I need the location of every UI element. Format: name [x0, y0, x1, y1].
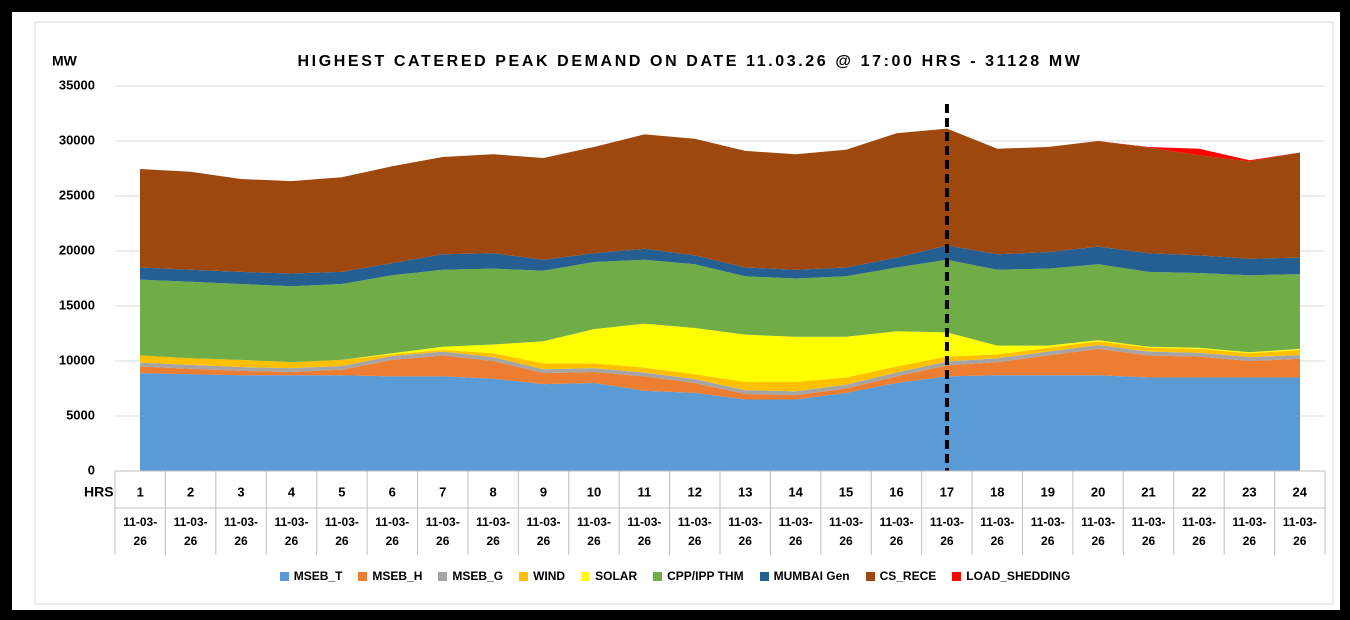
legend-label: MUMBAI Gen	[773, 569, 850, 583]
area	[140, 345, 1300, 396]
area	[140, 245, 1300, 287]
x-tick-label: 20	[1091, 484, 1105, 499]
legend-item: CS_RECE	[865, 569, 937, 583]
date-label: 11-03-26	[476, 515, 511, 548]
chart-title: HIGHEST CATERED PEAK DEMAND ON DATE 11.0…	[298, 53, 1083, 70]
x-tick-label: 4	[288, 484, 296, 499]
area	[140, 259, 1300, 363]
legend-item: SOLAR	[581, 569, 637, 583]
date-label: 11-03-26	[425, 515, 460, 548]
date-label: 11-03-26	[980, 515, 1015, 548]
legend-swatch	[759, 571, 769, 581]
y-tick-label: 10000	[59, 352, 95, 367]
legend-label: MSEB_G	[452, 569, 504, 583]
date-label: 11-03-26	[1232, 515, 1267, 548]
y-axis-label: MW	[52, 53, 78, 69]
legend: MSEB_T MSEB_H MSEB_G WIND SOLAR CPP/IPP THM MU…	[0, 569, 1350, 583]
legend-item: MSEB_G	[438, 569, 503, 583]
x-tick-label: 22	[1192, 484, 1206, 499]
x-tick-label: 17	[940, 484, 954, 499]
legend-label: SOLAR	[595, 569, 638, 583]
date-label: 11-03-26	[1081, 515, 1116, 548]
legend-item: WIND	[519, 569, 565, 583]
x-axis-label: HRS	[84, 484, 114, 500]
legend-swatch	[581, 571, 591, 581]
legend-label: CS_RECE	[879, 569, 937, 583]
y-tick-label: 5000	[66, 407, 95, 422]
date-label: 11-03-26	[1181, 515, 1216, 548]
x-tick-label: 14	[788, 484, 803, 499]
y-tick-label: 0	[88, 462, 95, 477]
legend-swatch	[952, 571, 962, 581]
date-label: 11-03-26	[879, 515, 914, 548]
y-tick-label: 20000	[59, 242, 95, 257]
x-tick-label: 23	[1242, 484, 1256, 499]
legend-label: WIND	[533, 569, 566, 583]
legend-swatch	[358, 571, 368, 581]
legend-label: MSEB_H	[372, 569, 423, 583]
y-tick-label: 35000	[59, 77, 95, 92]
legend-swatch	[653, 571, 663, 581]
y-tick-label: 30000	[59, 132, 95, 147]
x-tick-label: 6	[389, 484, 396, 499]
date-label: 11-03-26	[1131, 515, 1166, 548]
legend-item: CPP/IPP THM	[653, 569, 744, 583]
legend-swatch	[279, 571, 289, 581]
area	[140, 323, 1300, 382]
date-label: 11-03-26	[576, 515, 611, 548]
date-label: 11-03-26	[173, 515, 208, 548]
y-tick-label: 25000	[59, 187, 95, 202]
x-tick-label: 10	[587, 484, 601, 499]
date-label: 11-03-26	[224, 515, 259, 548]
area	[140, 373, 1300, 471]
date-label: 11-03-26	[375, 515, 410, 548]
x-tick-label: 24	[1293, 484, 1308, 499]
chart-border	[34, 21, 1334, 605]
legend-swatch	[438, 571, 448, 581]
x-tick-label: 5	[338, 484, 345, 499]
area	[140, 348, 1300, 400]
x-tick-label: 15	[839, 484, 853, 499]
legend-label: LOAD_SHEDDING	[966, 569, 1071, 583]
x-tick-label: 9	[540, 484, 547, 499]
x-tick-label: 11	[638, 484, 652, 499]
x-tick-label: 13	[738, 484, 752, 499]
legend-item: MSEB_H	[358, 569, 422, 583]
x-tick-label: 1	[137, 484, 144, 499]
x-tick-label: 18	[990, 484, 1004, 499]
legend-label: CPP/IPP THM	[667, 569, 744, 583]
date-label: 11-03-26	[526, 515, 561, 548]
date-label: 11-03-26	[627, 515, 662, 548]
date-label: 11-03-26	[1282, 515, 1317, 548]
area	[140, 128, 1300, 274]
x-tick-label: 8	[490, 484, 497, 499]
x-tick-label: 19	[1040, 484, 1054, 499]
x-tick-label: 16	[889, 484, 903, 499]
date-label: 11-03-26	[677, 515, 712, 548]
x-tick-label: 3	[237, 484, 244, 499]
area	[140, 341, 1300, 392]
y-tick-label: 15000	[59, 297, 95, 312]
legend-item: LOAD_SHEDDING	[952, 569, 1070, 583]
date-label: 11-03-26	[123, 515, 158, 548]
date-label: 11-03-26	[929, 515, 964, 548]
legend-swatch	[865, 571, 875, 581]
x-tick-label: 2	[187, 484, 194, 499]
x-tick-label: 21	[1141, 484, 1155, 499]
date-label: 11-03-26	[1030, 515, 1065, 548]
date-label: 11-03-26	[829, 515, 864, 548]
date-label: 11-03-26	[728, 515, 763, 548]
x-tick-label: 12	[688, 484, 702, 499]
legend-swatch	[519, 571, 529, 581]
legend-label: MSEB_T	[293, 569, 343, 583]
date-label: 11-03-26	[274, 515, 309, 548]
legend-item: MUMBAI Gen	[759, 569, 850, 583]
legend-item: MSEB_T	[279, 569, 343, 583]
date-label: 11-03-26	[778, 515, 813, 548]
x-tick-label: 7	[439, 484, 446, 499]
date-label: 11-03-26	[324, 515, 359, 548]
